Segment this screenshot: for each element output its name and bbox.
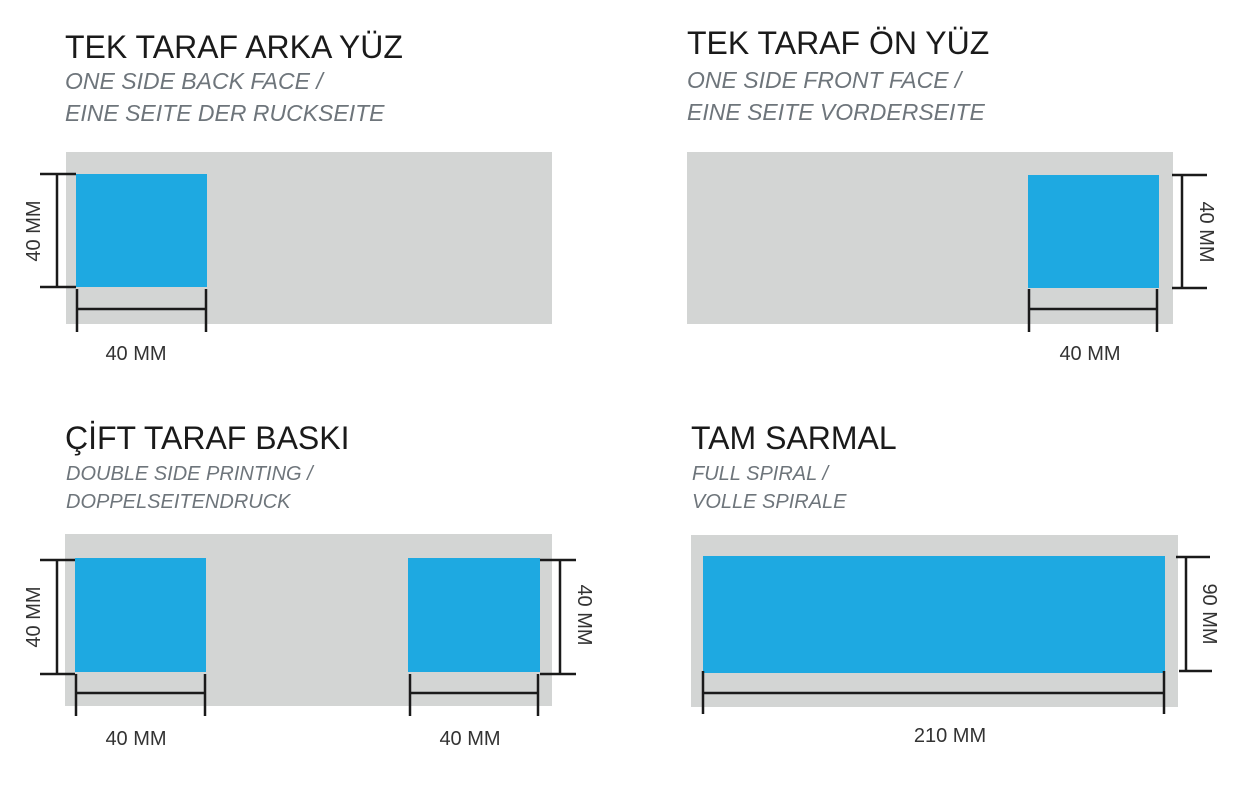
height-label: 40 MM xyxy=(23,200,45,261)
panel-title: TEK TARAF ARKA YÜZ xyxy=(65,29,403,65)
left-width-dimension xyxy=(74,674,207,716)
panel-subtitle-de: EINE SEITE VORDERSEITE xyxy=(687,99,985,125)
width-label: 40 MM xyxy=(105,343,166,365)
panel-subtitle-en: FULL SPIRAL / xyxy=(692,463,830,485)
panel-full-spiral: TAM SARMAL FULL SPIRAL / VOLLE SPIRALE 9… xyxy=(691,420,1220,747)
print-area xyxy=(1028,175,1159,288)
print-area xyxy=(703,556,1165,673)
width-label: 210 MM xyxy=(914,725,986,747)
width-dimension xyxy=(1027,289,1159,332)
panel-subtitle-de: EINE SEITE DER RUCKSEITE xyxy=(65,100,385,126)
right-width-dimension xyxy=(408,674,540,716)
panel-subtitle-de: DOPPELSEITENDRUCK xyxy=(66,491,292,513)
print-area-right xyxy=(408,558,540,672)
panel-one-side-front: TEK TARAF ÖN YÜZ ONE SIDE FRONT FACE / E… xyxy=(687,25,1217,365)
panel-double-side: ÇİFT TARAF BASKI DOUBLE SIDE PRINTING / … xyxy=(23,420,595,750)
panel-subtitle-en: ONE SIDE FRONT FACE / xyxy=(687,67,964,93)
width-dimension xyxy=(75,289,208,332)
panel-title: TEK TARAF ÖN YÜZ xyxy=(687,25,989,61)
height-label: 90 MM xyxy=(1198,583,1220,644)
left-width-label: 40 MM xyxy=(105,728,166,750)
width-label: 40 MM xyxy=(1059,343,1120,365)
panel-subtitle-en: DOUBLE SIDE PRINTING / xyxy=(66,463,315,485)
panel-subtitle-en: ONE SIDE BACK FACE / xyxy=(65,68,325,94)
height-dimension xyxy=(1172,173,1207,290)
panel-one-side-back: TEK TARAF ARKA YÜZ ONE SIDE BACK FACE / … xyxy=(23,29,552,365)
panel-title: TAM SARMAL xyxy=(691,420,897,456)
print-area xyxy=(76,174,207,287)
left-height-label: 40 MM xyxy=(23,586,45,647)
right-height-label: 40 MM xyxy=(573,584,595,645)
height-dimension xyxy=(1176,555,1212,673)
print-area-left xyxy=(75,558,206,672)
panel-title: ÇİFT TARAF BASKI xyxy=(65,420,350,456)
width-dimension xyxy=(701,671,1166,714)
left-height-dimension xyxy=(40,558,75,676)
height-dimension xyxy=(40,172,76,289)
height-label: 40 MM xyxy=(1195,201,1217,262)
right-width-label: 40 MM xyxy=(439,728,500,750)
panel-subtitle-de: VOLLE SPIRALE xyxy=(692,491,847,513)
right-height-dimension xyxy=(540,558,576,676)
